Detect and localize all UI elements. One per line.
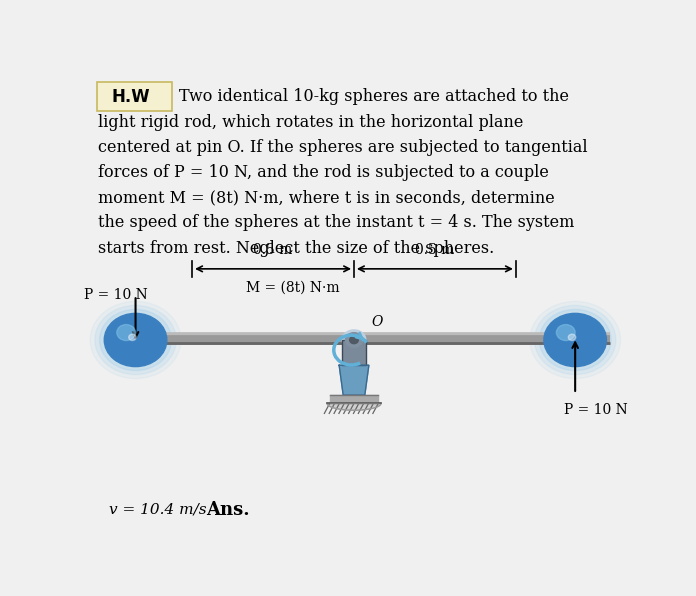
Text: P = 10 N: P = 10 N — [564, 403, 628, 417]
Text: the speed of the spheres at the instant t = 4 s. The system: the speed of the spheres at the instant … — [97, 215, 574, 231]
Circle shape — [129, 334, 136, 340]
Circle shape — [90, 302, 181, 378]
Circle shape — [544, 313, 606, 367]
Circle shape — [556, 325, 575, 340]
Text: M = (8t) N·m: M = (8t) N·m — [246, 280, 340, 294]
Polygon shape — [330, 395, 379, 403]
Text: Ans.: Ans. — [206, 501, 249, 519]
Polygon shape — [327, 403, 381, 410]
Circle shape — [530, 302, 621, 378]
Text: forces of P = 10 N, and the rod is subjected to a couple: forces of P = 10 N, and the rod is subje… — [97, 164, 548, 181]
Text: P = 10 N: P = 10 N — [84, 288, 148, 302]
Text: centered at pin O. If the spheres are subjected to tangential: centered at pin O. If the spheres are su… — [97, 139, 587, 156]
Circle shape — [100, 309, 171, 371]
Circle shape — [568, 334, 576, 340]
Circle shape — [342, 330, 366, 350]
Text: 0.5 m: 0.5 m — [253, 243, 293, 257]
Circle shape — [349, 336, 358, 344]
Circle shape — [104, 313, 167, 367]
Text: moment M = (8t) N·m, where t is in seconds, determine: moment M = (8t) N·m, where t is in secon… — [97, 189, 555, 206]
Text: O: O — [371, 315, 383, 328]
Circle shape — [539, 309, 611, 371]
Text: v = 10.4 m/s: v = 10.4 m/s — [109, 503, 206, 517]
Text: light rigid rod, which rotates in the horizontal plane: light rigid rod, which rotates in the ho… — [97, 113, 523, 131]
Polygon shape — [339, 365, 369, 395]
Text: Two identical 10-kg spheres are attached to the: Two identical 10-kg spheres are attached… — [179, 88, 569, 105]
Text: starts from rest. Neglect the size of the spheres.: starts from rest. Neglect the size of th… — [97, 240, 494, 257]
Circle shape — [535, 305, 616, 375]
Circle shape — [117, 325, 136, 340]
FancyBboxPatch shape — [342, 340, 366, 365]
Circle shape — [345, 333, 363, 347]
FancyBboxPatch shape — [97, 82, 172, 111]
Text: H.W: H.W — [111, 88, 150, 105]
Text: 0.5 m: 0.5 m — [416, 243, 454, 257]
Circle shape — [95, 305, 176, 375]
